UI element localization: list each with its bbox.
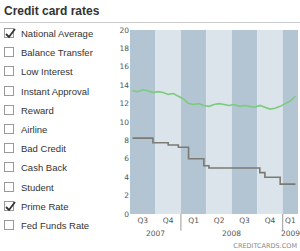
html-text:Bad Credit: Bad Credit xyxy=(21,143,66,155)
svg-text:2007: 2007 xyxy=(146,229,165,238)
svg-text:16: 16 xyxy=(119,62,129,71)
svg-text:Q4: Q4 xyxy=(265,216,276,225)
svg-text:Q2: Q2 xyxy=(214,216,225,225)
svg-text:8: 8 xyxy=(124,136,129,145)
html-text:Low Interest: Low Interest xyxy=(21,66,73,78)
svg-text:12: 12 xyxy=(119,99,129,108)
svg-text:2009: 2009 xyxy=(281,229,300,238)
html-text:Instant Approval: Instant Approval xyxy=(21,85,90,97)
html-text:Prime Rate: Prime Rate xyxy=(21,200,69,212)
svg-text:2: 2 xyxy=(124,191,129,200)
svg-text:6: 6 xyxy=(124,154,129,163)
svg-text:Q4: Q4 xyxy=(163,216,174,225)
svg-text:2008: 2008 xyxy=(222,229,241,238)
svg-text:0: 0 xyxy=(124,210,129,219)
svg-text:Q3: Q3 xyxy=(239,216,250,225)
html-text:Fed Funds Rate: Fed Funds Rate xyxy=(21,220,90,231)
html-text:Credit card rates: Credit card rates xyxy=(4,4,100,18)
html-text:Airline: Airline xyxy=(21,124,48,135)
svg-text:4: 4 xyxy=(124,173,129,182)
html-text:Reward: Reward xyxy=(21,104,54,116)
svg-text:20: 20 xyxy=(119,26,129,35)
svg-text:14: 14 xyxy=(119,81,129,90)
svg-text:18: 18 xyxy=(119,44,129,53)
svg-text:Q1: Q1 xyxy=(285,216,296,225)
html-text:CREDITCARDS.COM: CREDITCARDS.COM xyxy=(233,242,297,250)
svg-text:10: 10 xyxy=(119,118,129,127)
html-text:Student: Student xyxy=(21,181,54,193)
svg-text:Q3: Q3 xyxy=(137,216,148,225)
svg-text:Q1: Q1 xyxy=(188,216,199,225)
html-text:Balance Transfer: Balance Transfer xyxy=(21,47,93,59)
html-text:Cash Back: Cash Back xyxy=(21,162,67,174)
html-text:National Average: National Average xyxy=(21,28,94,39)
